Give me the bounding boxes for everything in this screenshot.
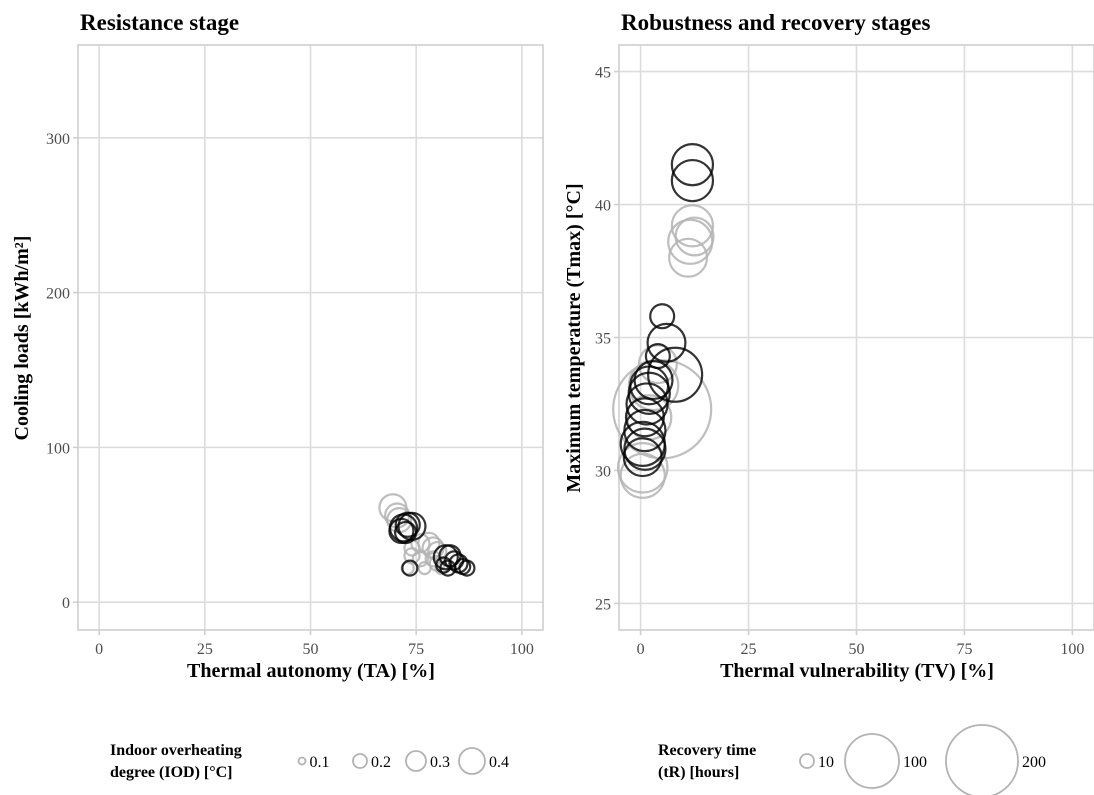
legend-key-label: 100 xyxy=(903,754,927,771)
legend-key-circle xyxy=(297,756,307,766)
data-point-dark xyxy=(394,520,418,545)
x-tick-label: 25 xyxy=(197,641,213,658)
x-tick-labels-right: 0 25 50 75 100 xyxy=(637,630,1084,658)
grid-right xyxy=(619,45,1094,630)
data-point-dark xyxy=(646,322,687,363)
legend-key-circle xyxy=(352,753,368,769)
legend-key-label: 0.1 xyxy=(310,754,330,771)
panel-robustness: Robustness and recovery stages 0 25 50 75 10… xyxy=(563,10,1094,682)
data-point-dark xyxy=(647,346,704,403)
x-tick-label: 75 xyxy=(956,641,972,658)
legend-key-circle xyxy=(844,733,900,789)
legend-iod: Indoor overheating degree (IOD) [°C] 0.1… xyxy=(110,742,509,781)
data-point-light xyxy=(670,204,715,248)
x-tick-label: 50 xyxy=(849,641,865,658)
panel-title-robustness: Robustness and recovery stages xyxy=(621,10,930,35)
data-point-dark xyxy=(624,397,665,438)
data-point-dark xyxy=(439,559,457,577)
y-axis-title-left: Cooling loads [kWh/m²] xyxy=(11,236,33,441)
data-point-dark xyxy=(458,559,476,577)
data-point-dark xyxy=(670,158,715,203)
legend-keys-iod: 0.1 0.2 0.3 0.4 xyxy=(297,747,509,775)
grid-left xyxy=(78,45,543,630)
x-axis-title-left: Thermal autonomy (TA) [%] xyxy=(187,660,435,682)
y-tick-label: 40 xyxy=(595,198,611,215)
y-tick-label: 100 xyxy=(46,440,70,457)
data-point-dark xyxy=(435,556,453,574)
legend-recovery: Recovery time (tR) [hours] 10 100 200 xyxy=(658,724,1046,795)
data-point-dark xyxy=(401,559,419,577)
data-point-dark xyxy=(625,382,669,426)
panel-resistance: Resistance stage 0 25 50 75 100 0 100 200 300 T… xyxy=(11,10,544,682)
data-point-dark xyxy=(670,143,715,187)
y-tick-label: 45 xyxy=(595,65,611,82)
x-tick-label: 100 xyxy=(510,641,534,658)
x-tick-label: 100 xyxy=(1060,641,1084,658)
data-point-dark xyxy=(644,343,671,370)
y-tick-labels-right: 25 30 35 40 45 xyxy=(595,65,619,613)
points-right xyxy=(612,143,715,499)
data-point-light xyxy=(674,216,715,257)
legend-key-label: 0.3 xyxy=(430,754,450,771)
legend-key-label: 200 xyxy=(1022,754,1046,771)
legend-key-circle xyxy=(799,753,815,769)
y-tick-label: 200 xyxy=(46,286,70,303)
legend-key-label: 0.2 xyxy=(371,754,391,771)
legend-title-recovery-line1: Recovery time xyxy=(658,742,756,759)
data-point-light xyxy=(616,442,669,494)
legend-key-circle xyxy=(458,747,486,775)
data-point-dark xyxy=(623,427,667,471)
x-tick-label: 0 xyxy=(95,641,103,658)
data-point-light xyxy=(619,452,666,499)
legend-keys-recovery: 10 100 200 xyxy=(799,724,1046,795)
legend-title-recovery-line2: (tR) [hours] xyxy=(658,764,739,781)
x-tick-label: 0 xyxy=(637,641,645,658)
x-axis-title-right: Thermal vulnerability (TV) [%] xyxy=(720,660,994,682)
legend-key-label: 10 xyxy=(818,754,834,771)
y-axis-title-right: Maximum temperature (Tmax) [°C] xyxy=(563,183,585,492)
legend-title-iod-line1: Indoor overheating xyxy=(110,742,242,759)
y-tick-labels-left: 0 100 200 300 xyxy=(46,131,78,612)
legend-key-label: 0.4 xyxy=(489,754,509,771)
data-point-dark xyxy=(629,365,670,406)
data-point-dark xyxy=(649,303,676,330)
legend-key-circle xyxy=(405,750,427,772)
panel-title-resistance: Resistance stage xyxy=(80,10,239,35)
y-tick-label: 300 xyxy=(46,131,70,148)
x-tick-label: 75 xyxy=(408,641,424,658)
legend-key-circle xyxy=(945,724,1019,795)
x-tick-labels-left: 0 25 50 75 100 xyxy=(95,630,534,658)
x-tick-label: 25 xyxy=(741,641,757,658)
data-point-dark xyxy=(622,437,663,478)
y-tick-label: 30 xyxy=(595,463,611,480)
y-tick-label: 25 xyxy=(595,596,611,613)
x-tick-label: 50 xyxy=(303,641,319,658)
data-point-light xyxy=(668,237,709,278)
y-tick-label: 0 xyxy=(62,595,70,612)
points-left xyxy=(378,493,476,577)
legend-title-iod-line2: degree (IOD) [°C] xyxy=(110,764,233,781)
y-tick-label: 35 xyxy=(595,331,611,348)
data-point-light xyxy=(410,533,431,554)
